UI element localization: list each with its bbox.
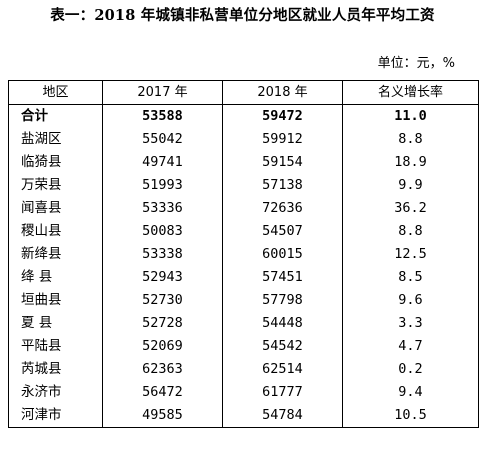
region-cell: 临猗县 bbox=[8, 151, 103, 174]
growth-rate-cell: 3.3 bbox=[342, 312, 479, 335]
growth-rate-cell: 8.8 bbox=[342, 220, 479, 243]
region-cell: 绛 县 bbox=[8, 266, 103, 289]
region-cell: 闻喜县 bbox=[8, 197, 103, 220]
table-row: 平陆县 52069 54542 4.7 bbox=[8, 335, 479, 358]
growth-rate-cell: 36.2 bbox=[342, 197, 479, 220]
growth-rate-cell: 8.5 bbox=[342, 266, 479, 289]
table-row: 新绛县 53338 60015 12.5 bbox=[8, 243, 479, 266]
table-row: 河津市 49585 54784 10.5 bbox=[8, 404, 479, 428]
region-cell: 平陆县 bbox=[8, 335, 103, 358]
region-cell: 永济市 bbox=[8, 381, 103, 404]
table-title: 表一：2018 年城镇非私营单位分地区就业人员年平均工资 bbox=[50, 7, 435, 24]
table-body: 合计 53588 59472 11.0 盐湖区 55042 59912 8.8 临猗县 49741… bbox=[8, 104, 479, 428]
growth-rate-cell: 18.9 bbox=[342, 151, 479, 174]
wage-2018-cell: 59472 bbox=[222, 104, 343, 128]
header-2018: 2018 年 bbox=[222, 80, 343, 105]
wage-2017-cell: 56472 bbox=[102, 381, 223, 404]
region-cell: 垣曲县 bbox=[8, 289, 103, 312]
header-growth-rate: 名义增长率 bbox=[342, 80, 479, 105]
wage-2018-cell: 62514 bbox=[222, 358, 343, 381]
table-row: 临猗县 49741 59154 18.9 bbox=[8, 151, 479, 174]
table-row: 稷山县 50083 54507 8.8 bbox=[8, 220, 479, 243]
wage-2017-cell: 53336 bbox=[102, 197, 223, 220]
growth-rate-cell: 9.9 bbox=[342, 174, 479, 197]
wage-2017-cell: 49741 bbox=[102, 151, 223, 174]
table-row: 盐湖区 55042 59912 8.8 bbox=[8, 128, 479, 151]
wage-2018-cell: 72636 bbox=[222, 197, 343, 220]
growth-rate-cell: 4.7 bbox=[342, 335, 479, 358]
growth-rate-cell: 9.4 bbox=[342, 381, 479, 404]
wage-2017-cell: 52943 bbox=[102, 266, 223, 289]
region-cell: 芮城县 bbox=[8, 358, 103, 381]
wage-2018-cell: 54784 bbox=[222, 404, 343, 428]
unit-label: 单位：元，% bbox=[377, 56, 455, 71]
wage-2018-cell: 57138 bbox=[222, 174, 343, 197]
region-cell: 夏 县 bbox=[8, 312, 103, 335]
growth-rate-cell: 10.5 bbox=[342, 404, 479, 428]
table-row: 夏 县 52728 54448 3.3 bbox=[8, 312, 479, 335]
wage-2018-cell: 57798 bbox=[222, 289, 343, 312]
table-row: 万荣县 51993 57138 9.9 bbox=[8, 174, 479, 197]
wage-2018-cell: 59154 bbox=[222, 151, 343, 174]
growth-rate-cell: 0.2 bbox=[342, 358, 479, 381]
growth-rate-cell: 8.8 bbox=[342, 128, 479, 151]
wage-2017-cell: 53588 bbox=[102, 104, 223, 128]
wage-2017-cell: 49585 bbox=[102, 404, 223, 428]
growth-rate-cell: 12.5 bbox=[342, 243, 479, 266]
region-cell: 河津市 bbox=[8, 404, 103, 428]
wage-2018-cell: 61777 bbox=[222, 381, 343, 404]
wage-2017-cell: 52728 bbox=[102, 312, 223, 335]
growth-rate-cell: 11.0 bbox=[342, 104, 479, 128]
wage-2018-cell: 57451 bbox=[222, 266, 343, 289]
region-cell: 新绛县 bbox=[8, 243, 103, 266]
header-2017: 2017 年 bbox=[102, 80, 223, 105]
wage-2018-cell: 54507 bbox=[222, 220, 343, 243]
header-region: 地区 bbox=[8, 80, 103, 105]
table-row: 绛 县 52943 57451 8.5 bbox=[8, 266, 479, 289]
table-row: 闻喜县 53336 72636 36.2 bbox=[8, 197, 479, 220]
wage-2018-cell: 54448 bbox=[222, 312, 343, 335]
wage-2017-cell: 62363 bbox=[102, 358, 223, 381]
wage-2018-cell: 54542 bbox=[222, 335, 343, 358]
wage-2017-cell: 53338 bbox=[102, 243, 223, 266]
growth-rate-cell: 9.6 bbox=[342, 289, 479, 312]
wage-table: 地区 2017 年 2018 年 名义增长率 合计 53588 59472 11.0 盐… bbox=[8, 80, 479, 428]
table-row: 垣曲县 52730 57798 9.6 bbox=[8, 289, 479, 312]
wage-2017-cell: 52730 bbox=[102, 289, 223, 312]
total-row: 合计 53588 59472 11.0 bbox=[8, 104, 479, 128]
region-cell: 稷山县 bbox=[8, 220, 103, 243]
wage-2017-cell: 52069 bbox=[102, 335, 223, 358]
wage-2018-cell: 60015 bbox=[222, 243, 343, 266]
wage-2017-cell: 55042 bbox=[102, 128, 223, 151]
table-header-row: 地区 2017 年 2018 年 名义增长率 bbox=[8, 80, 479, 105]
region-cell: 万荣县 bbox=[8, 174, 103, 197]
region-cell: 合计 bbox=[8, 104, 103, 128]
table-row: 芮城县 62363 62514 0.2 bbox=[8, 358, 479, 381]
table-row: 永济市 56472 61777 9.4 bbox=[8, 381, 479, 404]
region-cell: 盐湖区 bbox=[8, 128, 103, 151]
wage-2017-cell: 51993 bbox=[102, 174, 223, 197]
wage-2018-cell: 59912 bbox=[222, 128, 343, 151]
wage-2017-cell: 50083 bbox=[102, 220, 223, 243]
